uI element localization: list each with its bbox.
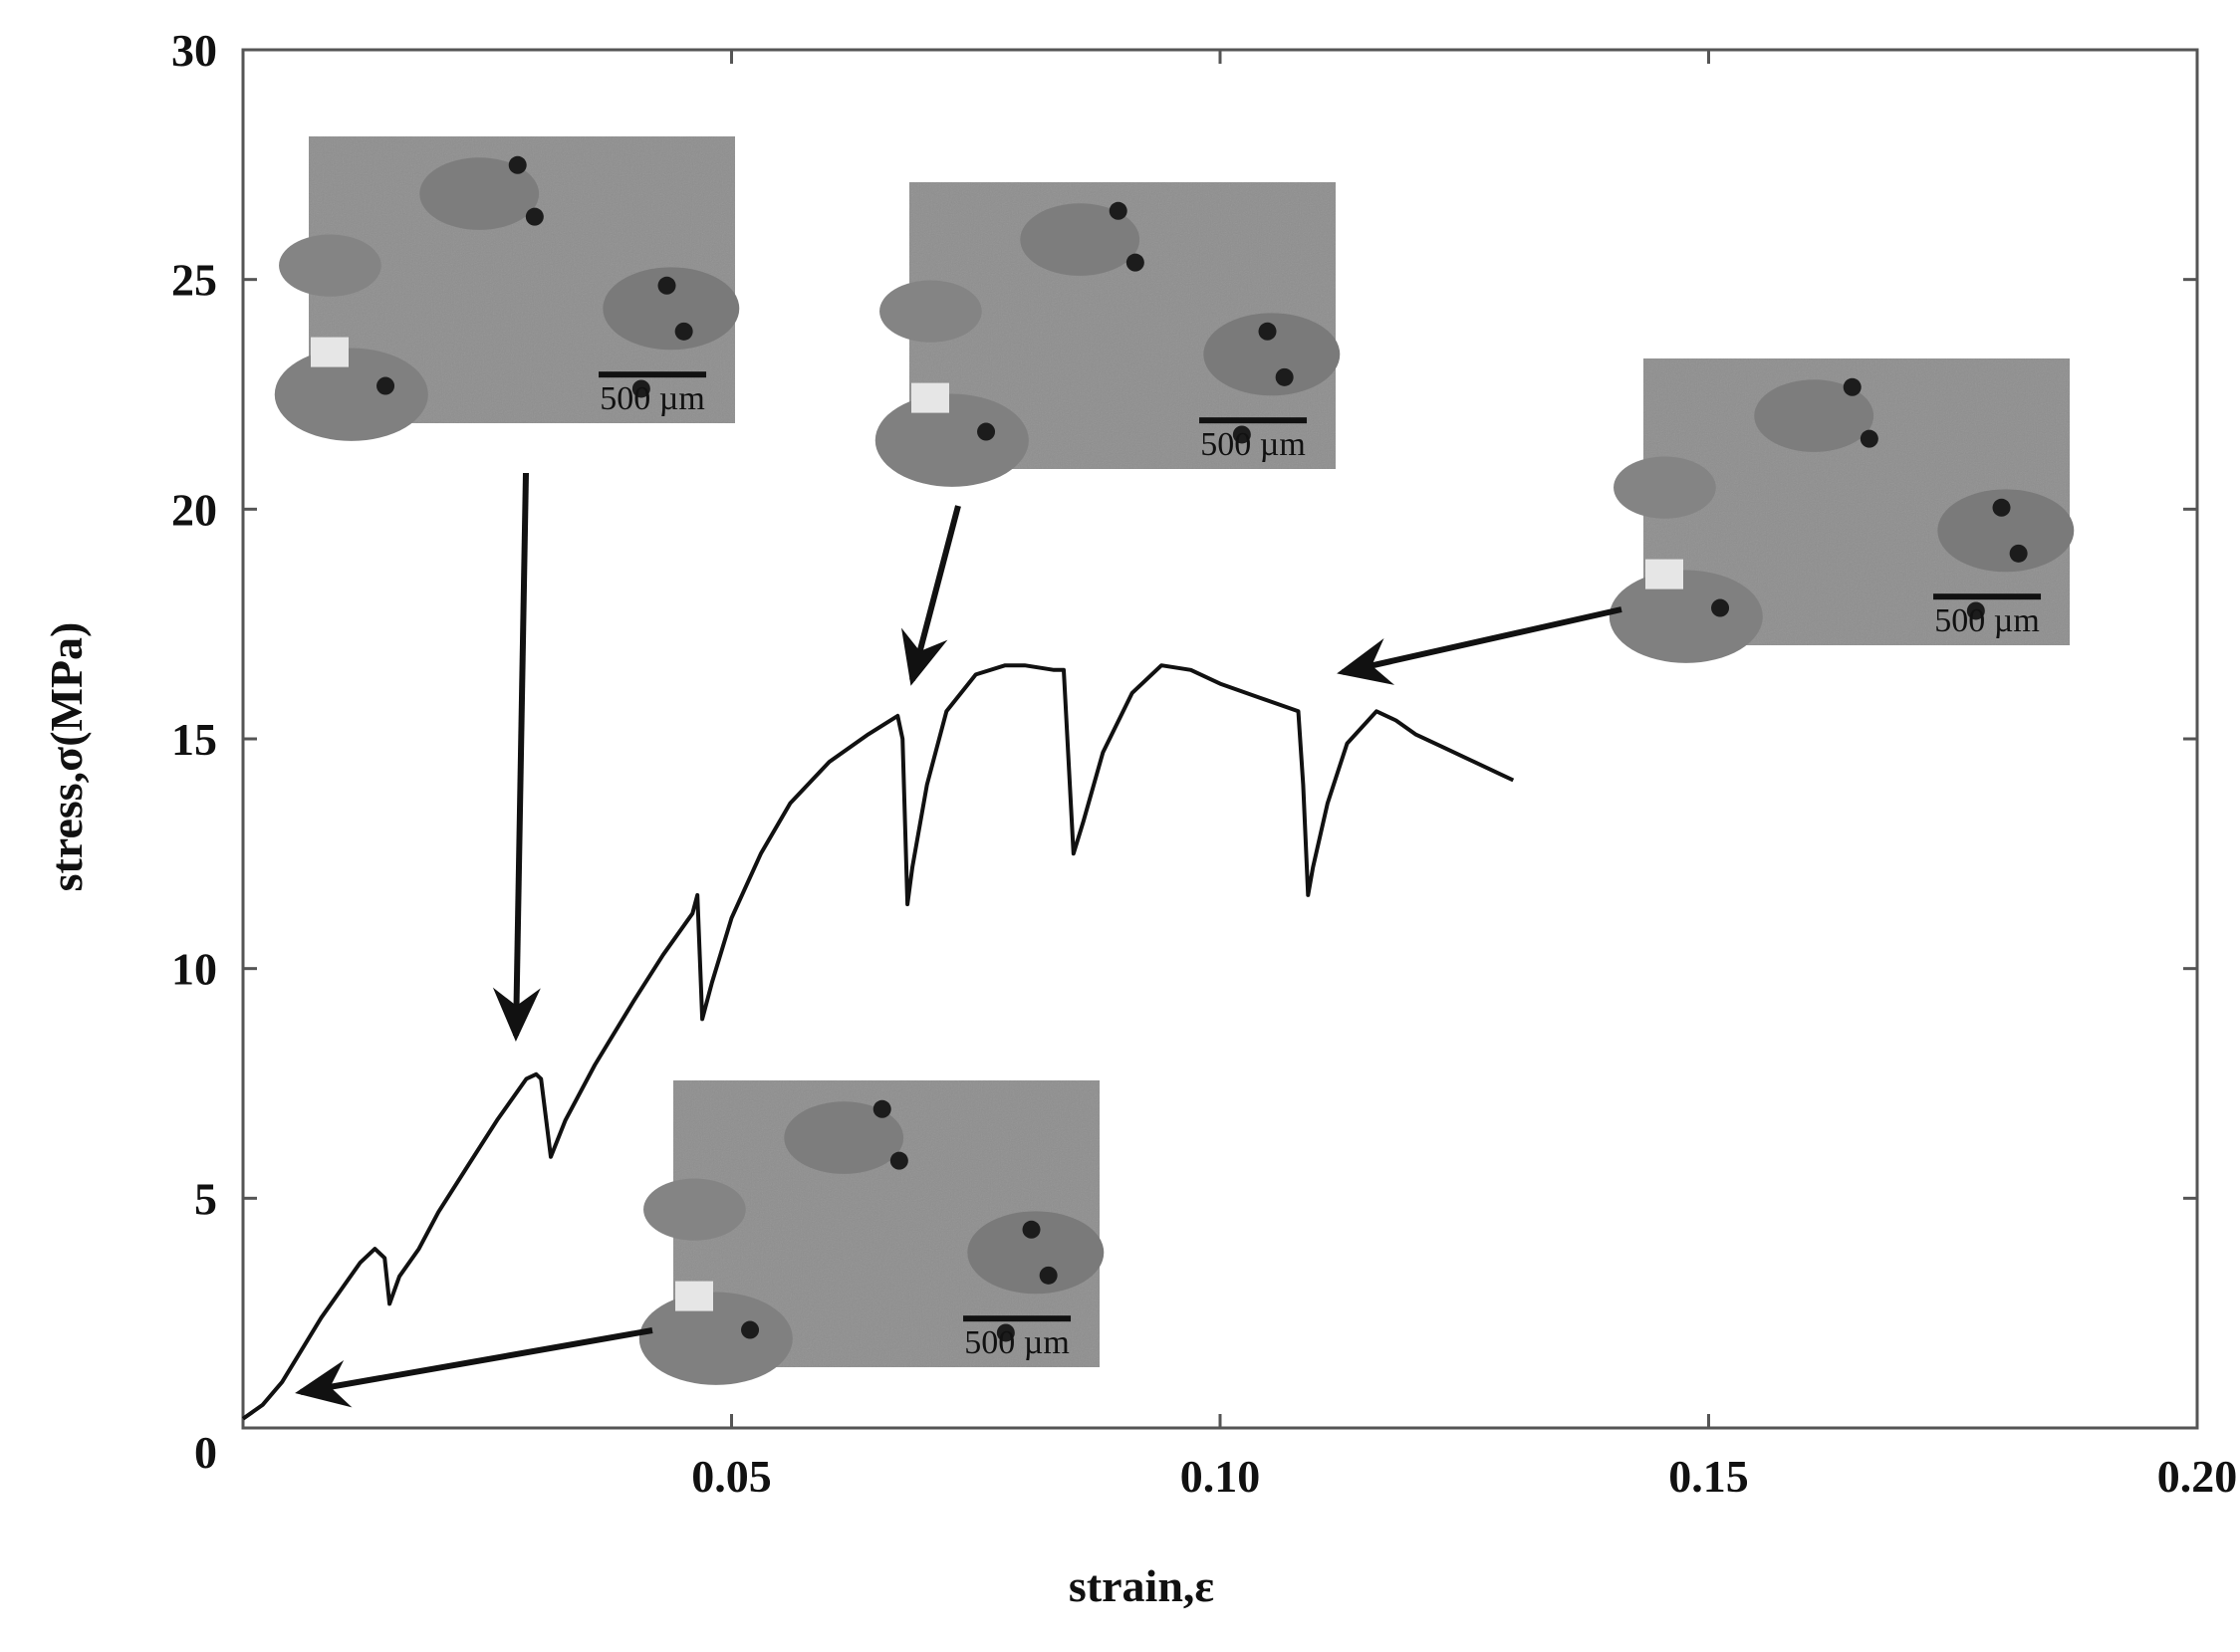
micrograph-inset: 500 µm — [1609, 358, 2075, 663]
axis-ticks — [243, 50, 2197, 1428]
x-tick-label: 0.10 — [1180, 1451, 1261, 1502]
inset-pore — [525, 207, 544, 226]
y-tick-label: 25 — [171, 255, 217, 306]
arrow-to-origin — [295, 1327, 653, 1408]
scale-bar-label: 500 µm — [1200, 426, 1306, 463]
y-axis-title: stress,σ(MPa) — [41, 622, 92, 892]
inset-grain — [274, 348, 428, 441]
y-tick-label: 30 — [171, 25, 217, 76]
inset-pore — [1711, 598, 1730, 617]
inset-pore — [996, 1323, 1015, 1342]
scale-bar-label: 500 µm — [1934, 602, 2040, 639]
micrograph-inset: 500 µm — [874, 182, 1341, 487]
series-line — [241, 663, 1515, 1421]
y-tick-label: 20 — [171, 484, 217, 535]
scale-bar-label: 500 µm — [600, 380, 705, 417]
inset-pore — [1258, 322, 1277, 341]
y-tick-label: 5 — [194, 1173, 217, 1224]
inset-grain — [784, 1101, 904, 1174]
inset-pore — [657, 276, 676, 295]
arrow-to-first-peak — [492, 472, 541, 1042]
inset-bright-spot — [311, 337, 349, 367]
x-axis-title: strain,ε — [1069, 1560, 1214, 1611]
inset-pore — [1109, 201, 1127, 220]
inset-grain — [279, 234, 381, 297]
inset-grain — [1614, 456, 1716, 519]
inset-grain — [638, 1292, 793, 1385]
inset-pore — [1125, 253, 1144, 272]
inset-pore — [1992, 498, 2011, 517]
inset-pore — [674, 322, 693, 341]
inset-pore — [872, 1099, 891, 1118]
inset-grain — [1609, 570, 1763, 663]
inset-grain — [1020, 203, 1140, 276]
y-tick-label: 0 — [194, 1427, 217, 1478]
scale-bar — [963, 1315, 1072, 1322]
inset-pore — [1860, 429, 1878, 448]
inset-grain — [1203, 313, 1341, 396]
inset-pore — [1966, 601, 1985, 620]
y-tick-label: 10 — [171, 944, 217, 995]
scale-bar — [1933, 593, 2042, 600]
inset-pore — [2009, 544, 2028, 563]
inset-pore — [1275, 367, 1294, 386]
x-tick-label: 0.20 — [2157, 1451, 2238, 1502]
x-tick-label: 0.05 — [691, 1451, 772, 1502]
inset-pore — [889, 1151, 908, 1170]
inset-grain — [419, 157, 540, 230]
inset-pore — [1843, 377, 1862, 396]
inset-grain — [879, 280, 982, 343]
inset-grain — [1754, 379, 1874, 452]
inset-pore — [1022, 1220, 1041, 1239]
y-tick-label: 15 — [171, 714, 217, 765]
micrograph-inset: 500 µm — [638, 1080, 1105, 1385]
inset-pore — [1039, 1266, 1058, 1285]
inset-bright-spot — [1645, 559, 1683, 590]
micrograph-insets: 500 µm 500 µm 500 µm 500 µm — [274, 136, 2075, 1385]
inset-pore — [741, 1320, 760, 1339]
inset-grain — [643, 1178, 746, 1241]
inset-grain — [603, 267, 740, 351]
inset-pore — [376, 376, 395, 395]
inset-pore — [1232, 425, 1251, 444]
inset-grain — [967, 1211, 1105, 1295]
annotation-arrows — [295, 472, 1622, 1408]
inset-grain — [1937, 489, 2075, 573]
tick-labels: 0.05 0.10 0.15 0.20 0 5 10 15 20 25 30 — [171, 25, 2237, 1502]
inset-bright-spot — [675, 1281, 713, 1311]
inset-pore — [977, 422, 996, 441]
scale-bar — [599, 371, 707, 378]
x-tick-label: 0.15 — [1668, 1451, 1749, 1502]
micrograph-inset: 500 µm — [274, 136, 740, 441]
inset-grain — [874, 393, 1029, 487]
arrow-to-plateau — [1337, 606, 1622, 685]
inset-pore — [631, 379, 650, 398]
scale-bar — [1199, 417, 1308, 424]
scale-bar-label: 500 µm — [964, 1324, 1070, 1361]
inset-pore — [508, 155, 527, 174]
arrow-to-drop — [900, 505, 961, 686]
inset-bright-spot — [911, 382, 949, 413]
